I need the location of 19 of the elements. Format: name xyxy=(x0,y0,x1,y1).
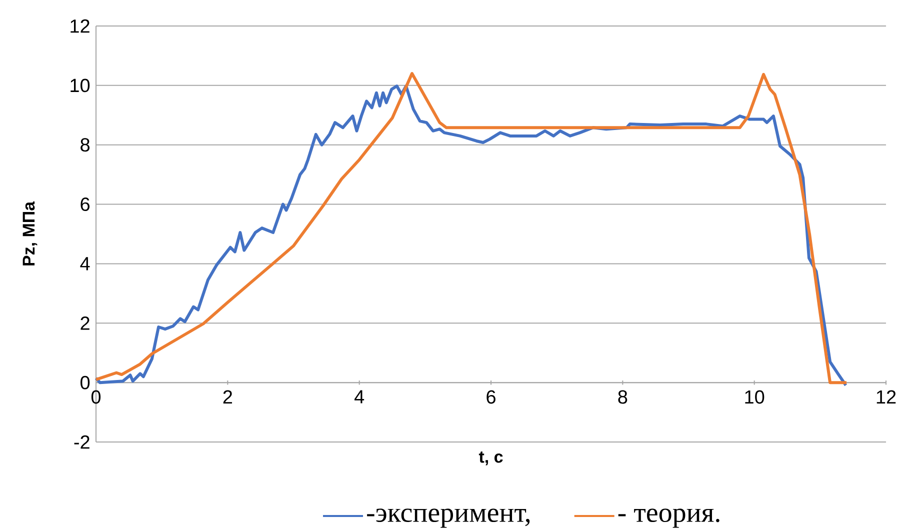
x-tick-label: 8 xyxy=(618,390,628,404)
legend-label: -эксперимент, xyxy=(367,508,530,528)
y-axis-title: Pz, МПа xyxy=(22,201,38,266)
x-tick-label: 12 xyxy=(876,390,896,404)
x-axis-title: t, с xyxy=(478,452,503,466)
x-tick-label: 6 xyxy=(486,390,496,404)
x-tick-label: 0 xyxy=(91,390,101,404)
legend-label: - теория. xyxy=(618,508,720,528)
y-tick-label: 10 xyxy=(70,78,90,92)
y-tick-label: 12 xyxy=(70,19,90,33)
x-tick-label: 10 xyxy=(745,390,764,404)
x-tick-label: 4 xyxy=(354,390,364,404)
y-tick-label: 4 xyxy=(80,257,90,270)
y-tick-label: 0 xyxy=(80,376,90,390)
y-tick-label: -2 xyxy=(74,435,90,449)
y-tick-label: 8 xyxy=(80,138,90,152)
y-tick-label: 2 xyxy=(80,316,90,330)
x-tick-label: 2 xyxy=(223,390,232,404)
y-tick-label: 6 xyxy=(80,198,90,212)
